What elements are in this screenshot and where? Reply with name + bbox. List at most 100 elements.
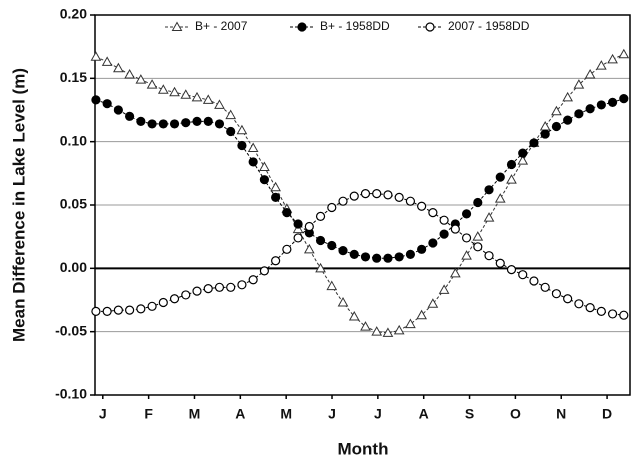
marker	[147, 301, 157, 311]
marker	[91, 95, 101, 105]
x-tick-label: S	[465, 406, 474, 422]
legend-marker	[171, 21, 183, 31]
x-tick-label: N	[556, 406, 566, 422]
marker	[214, 99, 225, 109]
marker	[427, 298, 439, 308]
marker	[584, 69, 596, 79]
legend-label: 2007 - 1958DD	[448, 19, 530, 33]
marker	[348, 310, 360, 321]
marker	[573, 79, 585, 89]
marker	[563, 115, 573, 125]
marker	[428, 238, 438, 248]
plot-frame	[94, 14, 631, 396]
y-tick-label: 0.20	[60, 6, 87, 22]
y-tick-label: 0.00	[60, 259, 87, 275]
marker	[574, 299, 584, 309]
marker	[146, 79, 158, 89]
marker	[158, 297, 168, 308]
marker	[192, 116, 202, 127]
marker	[237, 280, 247, 290]
marker	[136, 116, 146, 127]
marker	[326, 280, 338, 291]
marker	[461, 209, 472, 219]
x-tick-label: M	[280, 406, 292, 422]
marker	[338, 246, 348, 256]
marker	[259, 175, 269, 185]
marker	[529, 276, 539, 286]
marker	[506, 174, 517, 184]
marker	[540, 282, 550, 292]
marker	[383, 190, 393, 200]
marker	[372, 253, 382, 263]
series-line	[95, 98, 624, 259]
marker	[518, 148, 528, 158]
marker	[483, 212, 495, 222]
x-tick-label: J	[328, 406, 336, 422]
marker	[125, 111, 135, 121]
legend-bg	[414, 18, 554, 36]
marker	[270, 181, 281, 192]
marker	[237, 140, 247, 151]
marker	[539, 120, 551, 131]
marker	[181, 290, 191, 300]
marker	[405, 249, 416, 259]
marker	[394, 192, 404, 202]
marker	[585, 104, 595, 114]
marker	[495, 172, 505, 182]
marker	[293, 219, 303, 229]
marker	[113, 305, 123, 315]
legend-label: B+ - 1958DD	[320, 19, 390, 33]
marker	[473, 242, 483, 252]
marker	[349, 191, 359, 201]
x-tick-label: D	[602, 406, 612, 422]
marker	[147, 119, 157, 129]
marker	[417, 244, 427, 254]
marker	[360, 189, 371, 199]
marker	[618, 48, 630, 59]
marker	[607, 309, 618, 319]
legend-bg	[286, 18, 404, 36]
marker	[405, 196, 416, 206]
marker	[417, 201, 427, 211]
marker	[518, 270, 528, 280]
marker	[338, 196, 348, 206]
legend-marker	[297, 22, 307, 32]
marker	[619, 310, 629, 320]
marker	[303, 243, 315, 254]
marker	[595, 60, 607, 70]
marker	[360, 252, 371, 262]
y-tick-label: 0.05	[60, 196, 87, 212]
marker	[113, 62, 124, 73]
marker	[102, 306, 112, 316]
marker	[619, 93, 629, 104]
marker	[484, 185, 494, 195]
marker	[226, 126, 236, 137]
x-tick-label: A	[419, 406, 429, 422]
marker	[259, 161, 270, 171]
marker	[191, 91, 203, 102]
marker	[563, 294, 573, 304]
marker	[282, 244, 292, 254]
marker	[596, 100, 606, 110]
marker	[540, 129, 550, 139]
marker	[315, 211, 326, 221]
legend-marker	[425, 22, 435, 32]
marker	[181, 118, 191, 128]
marker	[125, 305, 135, 315]
marker	[101, 56, 113, 66]
marker	[529, 138, 539, 148]
legend-bg	[161, 18, 279, 36]
marker	[271, 256, 281, 266]
marker	[90, 51, 102, 61]
marker	[484, 251, 494, 261]
marker	[383, 253, 393, 263]
marker	[259, 266, 269, 276]
marker	[394, 252, 404, 262]
legend-label: B+ - 2007	[195, 19, 248, 33]
marker	[247, 142, 259, 152]
marker	[562, 91, 574, 102]
marker	[585, 303, 595, 313]
marker	[180, 89, 192, 99]
marker	[169, 86, 180, 97]
